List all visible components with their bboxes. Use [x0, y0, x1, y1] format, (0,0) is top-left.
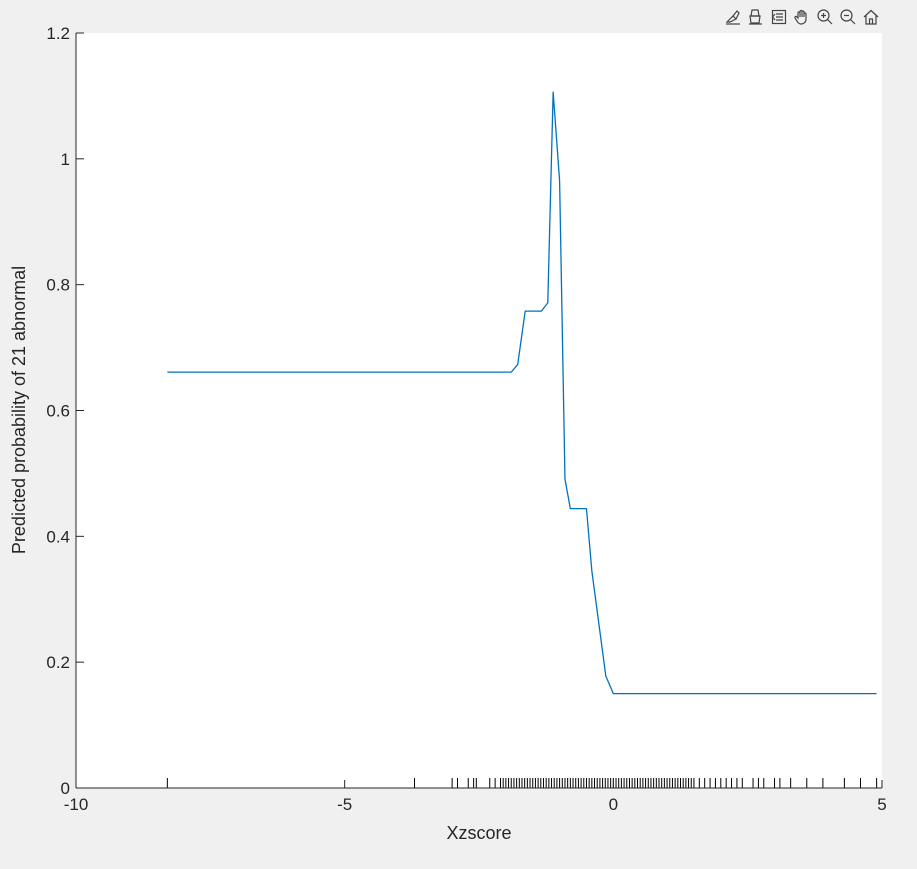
y-axis-label: Predicted probability of 21 abnormal: [9, 266, 29, 554]
data-tip-icon: [749, 9, 762, 25]
brush-data-icon: [725, 10, 740, 25]
y-ticks: 0 0.2 0.4 0.6 0.8 1 1.2: [46, 24, 84, 798]
rug-plot: [166, 778, 878, 788]
x-ticks: -10 -5 0 5: [64, 780, 887, 814]
x-axis-label: Xzscore: [446, 823, 511, 843]
y-tick-label: 0.4: [46, 527, 70, 546]
y-tick-label: 1: [61, 150, 70, 169]
x-tick-label: -10: [64, 795, 89, 814]
pan-hand-icon: [794, 9, 807, 25]
axes-background[interactable]: [76, 33, 882, 788]
line-layer: [167, 91, 877, 695]
zoom-out-icon: [840, 9, 856, 25]
zoom-in-icon: [817, 9, 833, 25]
zoom-out-button[interactable]: [838, 6, 858, 28]
y-tick-label: 0.6: [46, 402, 70, 421]
x-tick-label: -5: [337, 795, 352, 814]
pan-button[interactable]: [792, 6, 812, 28]
x-tick-label: 0: [609, 795, 618, 814]
legend-icon: [771, 9, 787, 25]
series-line[interactable]: [167, 91, 877, 695]
y-tick-label: 0.2: [46, 653, 70, 672]
zoom-in-button[interactable]: [815, 6, 835, 28]
legend-button[interactable]: [769, 6, 789, 28]
y-tick-label: 0: [61, 779, 70, 798]
y-tick-label: 1.2: [46, 24, 70, 43]
x-tick-label: 5: [877, 795, 886, 814]
data-tip-button[interactable]: [746, 6, 766, 28]
y-tick-label: 0.8: [46, 276, 70, 295]
home-icon: [863, 9, 879, 25]
restore-view-button[interactable]: [861, 6, 881, 28]
axes-toolbar: [723, 4, 881, 30]
brush-data-button[interactable]: [723, 6, 743, 28]
